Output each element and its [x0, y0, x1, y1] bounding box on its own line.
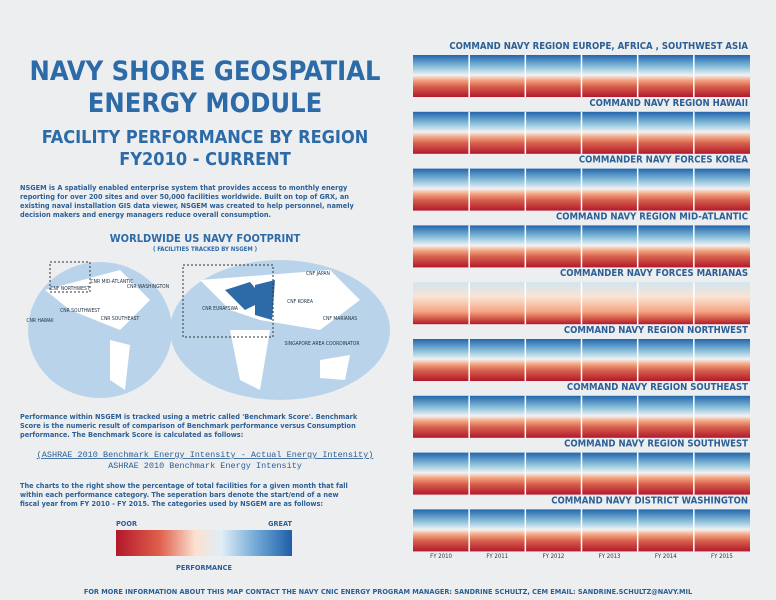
- region-title: COMMANDER NAVY FORCES KOREA: [579, 155, 749, 166]
- region-title: COMMAND NAVY REGION MID-ATLANTIC: [556, 211, 748, 222]
- map-subtitle: ( FACILITIES TRACKED BY NSGEM ): [153, 246, 257, 253]
- formula-numerator: (ASHRAE 2010 Benchmark Energy Intensity …: [37, 450, 374, 460]
- paragraph-line: The charts to the right show the percent…: [20, 481, 348, 490]
- x-label: FY 2012: [542, 553, 564, 560]
- footer: For more information about this map cont…: [84, 587, 692, 596]
- region-title: COMMAND NAVY REGION SOUTHWEST: [564, 439, 748, 450]
- legend-title: Performance: [176, 563, 232, 572]
- map-label: CNF NORTHWEST: [50, 286, 89, 292]
- region-title: COMMAND NAVY DISTRICT WASHINGTON: [551, 495, 748, 506]
- subtitle: FACILITY PERFORMANCE BY REGION: [42, 127, 369, 148]
- region-title: COMMAND NAVY REGION EUROPE, AFRICA , SOU…: [449, 41, 748, 52]
- map-label: CNR WASHINGTON: [127, 284, 169, 290]
- x-label: FY 2015: [711, 553, 733, 560]
- legend-low: Poor: [116, 519, 137, 528]
- region-title: COMMAND NAVY REGION SOUTHEAST: [567, 382, 748, 393]
- region-title: COMMAND NAVY REGION HAWAII: [589, 98, 748, 109]
- subtitle: FY2010 - CURRENT: [119, 149, 291, 170]
- paragraph-line: NSGEM is A spatially enabled enterprise …: [20, 183, 348, 192]
- map-label: CNF KOREA: [287, 299, 314, 305]
- x-label: FY 2011: [486, 553, 508, 560]
- paragraph-line: existing naval installation GIS data vie…: [20, 201, 354, 210]
- x-label: FY 2014: [655, 553, 677, 560]
- paragraph-line: fiscal year from FY 2010 - FY 2015. The …: [20, 499, 323, 508]
- map-label: CNF JAPAN: [306, 271, 330, 277]
- paragraph-line: Score is the numeric result of compariso…: [20, 421, 356, 430]
- map-label: CNR SOUTHEAST: [101, 316, 140, 322]
- x-label: FY 2010: [430, 553, 452, 560]
- map-label: CNF MARIANAS: [323, 316, 357, 322]
- region-title: COMMAND NAVY REGION NORTHWEST: [564, 325, 748, 336]
- world-map: [28, 260, 390, 400]
- map-label: CNR HAWAII: [26, 318, 53, 324]
- map-label: CNR EURAFSWA: [202, 306, 239, 312]
- map-label: CNR SOUTHWEST: [60, 308, 100, 314]
- paragraph-line: within each performance category. The se…: [20, 490, 339, 499]
- x-label: FY 2013: [599, 553, 621, 560]
- map-title: WORLDWIDE US NAVY FOOTPRINT: [110, 232, 301, 245]
- paragraph-line: reporting for over 200 sites and over 50…: [20, 192, 349, 201]
- paragraph-line: performance. The Benchmark Score is calc…: [20, 430, 243, 439]
- paragraph-line: Performance within NSGEM is tracked usin…: [20, 412, 358, 421]
- legend-gradient: [116, 530, 292, 556]
- map-label: CNR MID-ATLANTIC: [91, 279, 134, 285]
- map-label: SINGAPORE AREA COORDINATOR: [285, 341, 360, 347]
- formula-denominator: ASHRAE 2010 Benchmark Energy Intensity: [108, 461, 302, 471]
- paragraph-line: decision makers and energy managers redu…: [20, 210, 271, 219]
- title: ENERGY MODULE: [88, 88, 322, 119]
- legend-high: Great: [268, 519, 292, 528]
- title: NAVY SHORE GEOSPATIAL: [30, 56, 381, 87]
- region-title: COMMANDER NAVY FORCES MARIANAS: [560, 268, 748, 279]
